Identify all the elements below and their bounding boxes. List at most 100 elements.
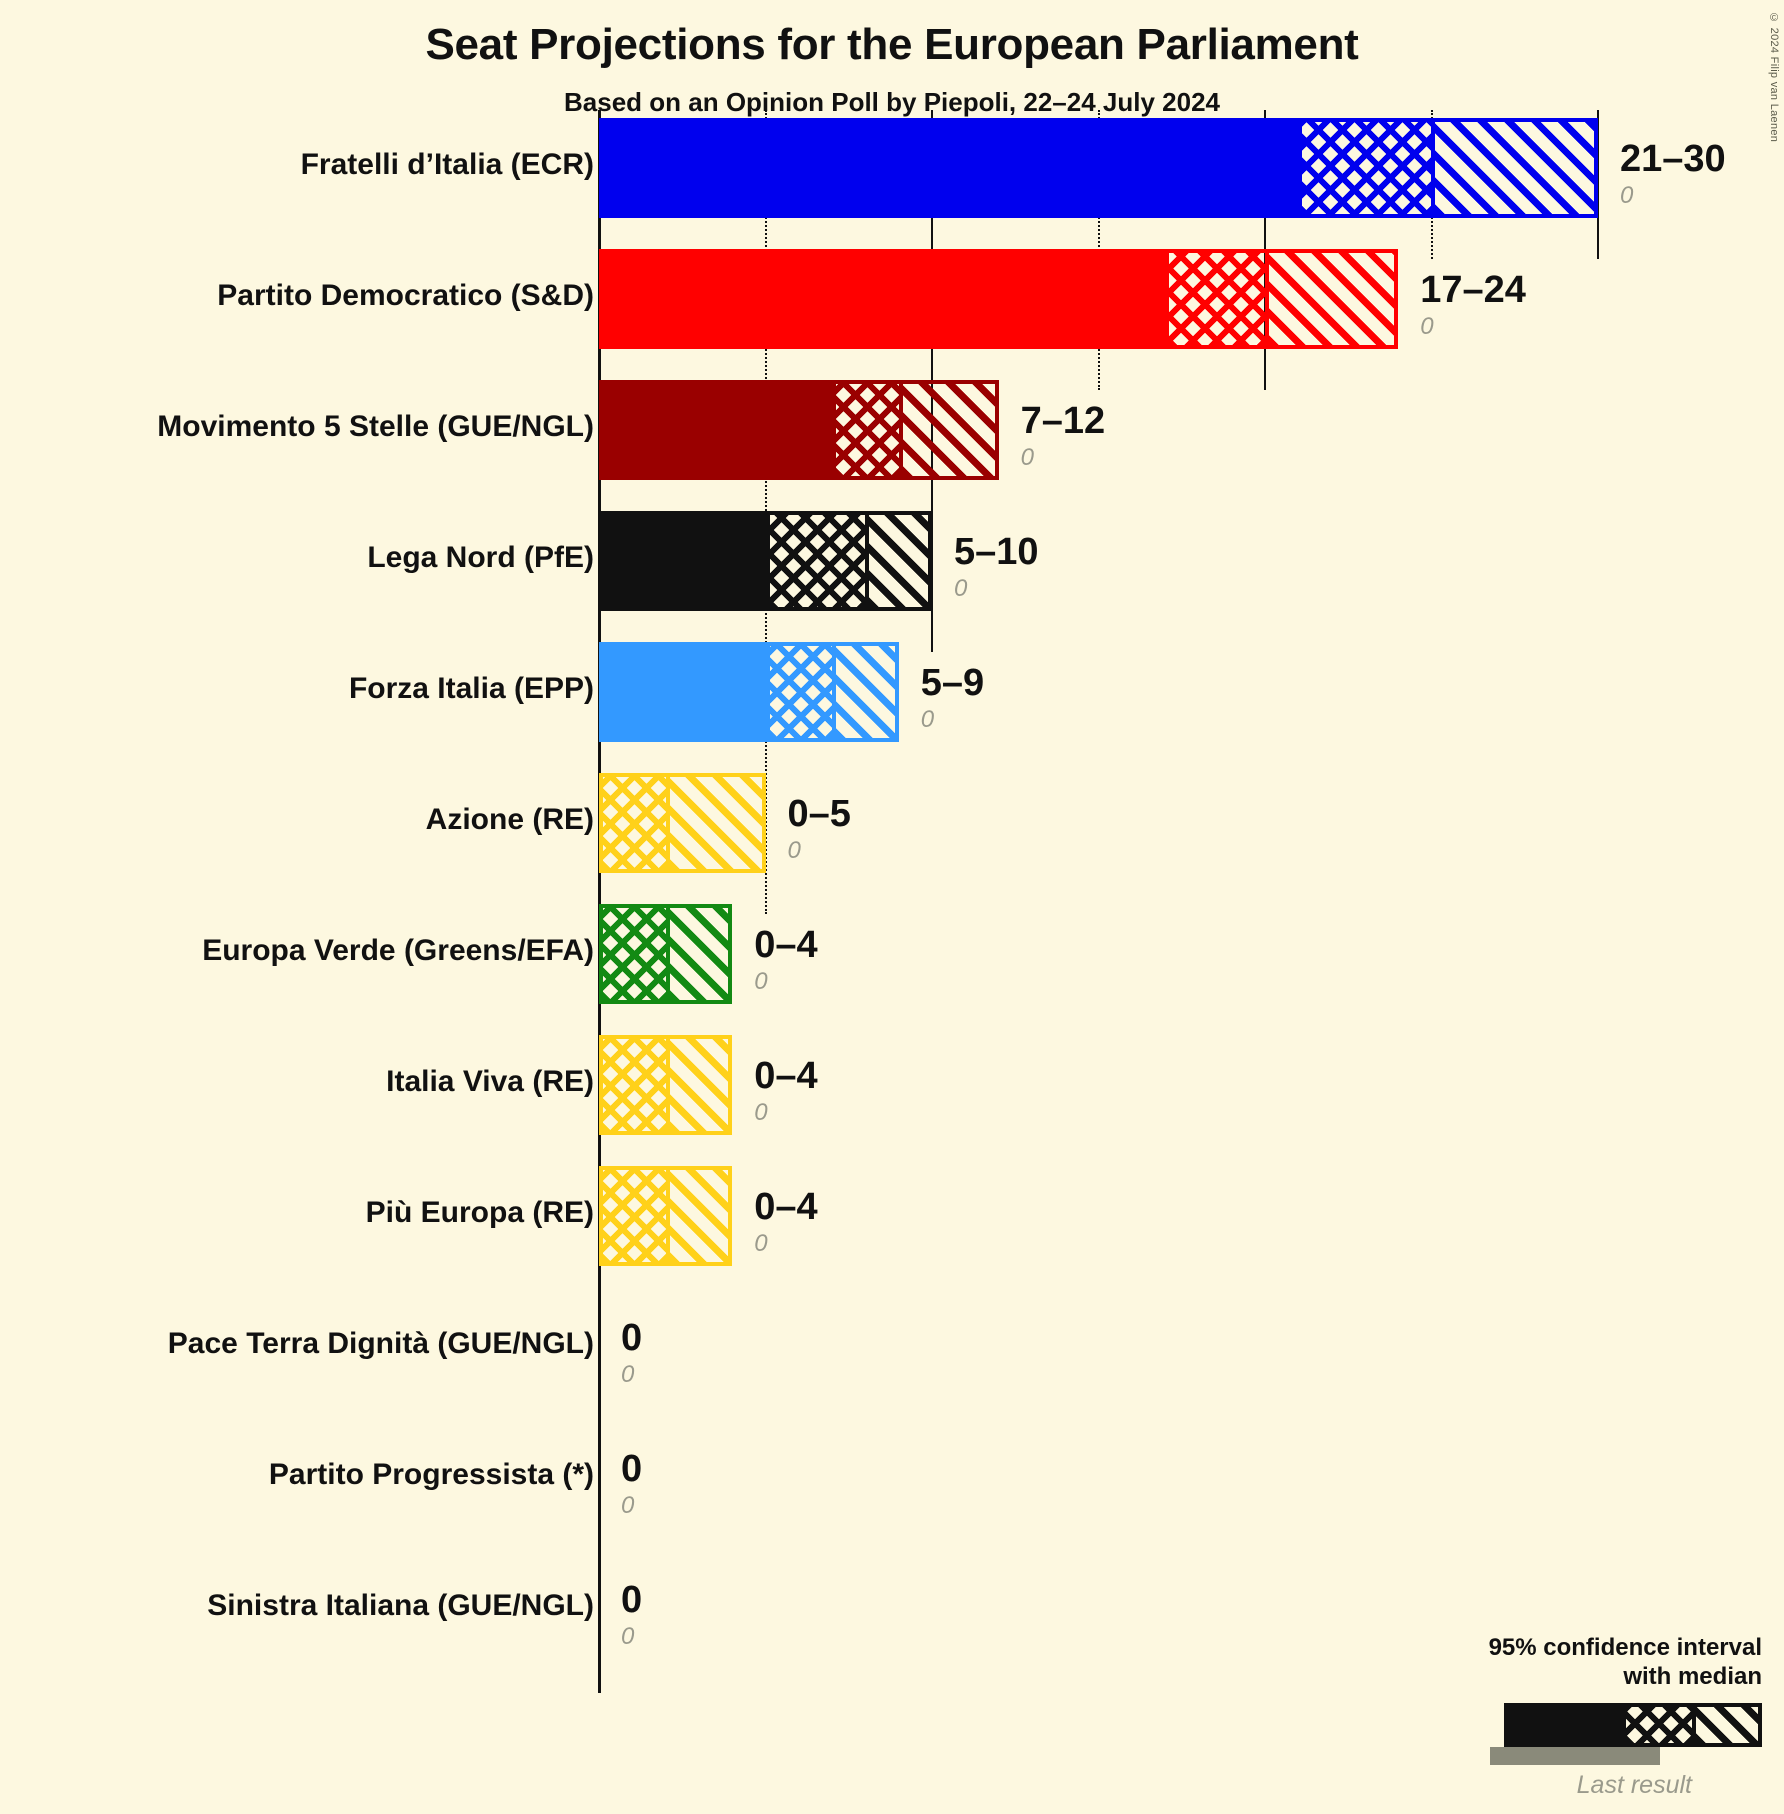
legend-line-1: 95% confidence interval [1488,1634,1762,1662]
chart-row: Europa Verde (Greens/EFA) 0–4 0 [0,904,1784,1004]
party-label: Sinistra Italiana (GUE/NGL) [207,1589,594,1622]
bar-segment-to-median [603,777,670,869]
seat-range-value: 21–30 0 [1620,140,1726,208]
chart-row: Italia Viva (RE) 0–4 0 [0,1035,1784,1135]
seat-range-value: 17–24 0 [1420,271,1526,339]
last-result-value: 0 [621,1492,635,1519]
seat-range-text: 21–30 [1620,138,1726,180]
seat-range-value: 0–4 0 [754,926,817,994]
seat-range-text: 0–5 [787,793,851,835]
last-result-value: 0 [920,706,935,733]
party-label: Pace Terra Dignità (GUE/NGL) [167,1327,594,1360]
gridline-15 [1097,110,1100,390]
confidence-interval-bar[interactable] [599,773,766,873]
chart-row: Più Europa (RE) 0–4 0 [0,1166,1784,1266]
chart-row: Partito Democratico (S&D) 17–24 0 [0,249,1784,349]
seat-range-text: 5–9 [920,662,985,704]
legend-last-result-swatch-wrap [1402,1747,1762,1765]
bar-segment-to-median [603,1039,670,1131]
bar-segment-lower-bound [603,384,837,476]
legend-last-result-label: Last result [1576,1771,1692,1799]
party-label: Azione (RE) [425,803,594,836]
party-label: Italia Viva (RE) [386,1065,594,1098]
bar-segment-upper-bound [669,1170,729,1262]
seat-range-text: 0 [621,1448,643,1490]
bar-segment-upper-bound [669,1039,729,1131]
chart-row: Azione (RE) 0–5 0 [0,773,1784,873]
seat-range-value: 7–12 0 [1021,402,1106,470]
last-result-value: 0 [1620,182,1634,209]
copyright-notice: © 2024 Filip van Laenen [1768,12,1780,143]
gridline-30 [1597,110,1599,259]
seat-range-text: 0–4 [754,924,818,966]
party-label: Più Europa (RE) [365,1196,594,1229]
last-result-value: 0 [621,1361,635,1388]
seat-range-value: 0–5 0 [788,795,851,863]
seat-range-text: 17–24 [1420,269,1526,311]
confidence-interval-bar[interactable] [599,1035,733,1135]
legend-last-result-swatch [1490,1747,1660,1765]
chart-row: Lega Nord (PfE) 5–10 0 [0,511,1784,611]
bar-segment-to-median [603,908,670,1000]
seat-range-text: 0–4 [754,1186,818,1228]
bar-segment-upper-bound [869,515,928,607]
bar-segment-upper-bound [1268,253,1395,345]
last-result-value: 0 [754,1099,768,1126]
bar-segment-to-median [1169,253,1269,345]
seat-range-text: 0–4 [754,1055,818,1097]
chart-row: Movimento 5 Stelle (GUE/NGL) 7–12 0 [0,380,1784,480]
legend-segment-upper-bound [1696,1707,1758,1743]
seat-range-text: 0 [621,1317,643,1359]
gridline-10 [931,110,933,652]
bar-segment-to-median [769,515,870,607]
confidence-interval-bar[interactable] [599,118,1598,218]
chart-subtitle: Based on an Opinion Poll by Piepoli, 22–… [564,87,1220,117]
chart-row: Partito Progressista (*) 0 0 [0,1428,1784,1528]
legend-line-2: with median [1623,1662,1762,1690]
confidence-interval-bar[interactable] [599,511,932,611]
bar-segment-upper-bound [1435,122,1594,214]
last-result-value: 0 [754,968,768,995]
seat-range-text: 7–12 [1020,400,1106,442]
legend-segment-lower-bound [1508,1707,1626,1743]
legend: 95% confidence interval with median Last… [1402,1634,1762,1800]
bar-segment-lower-bound [603,515,770,607]
party-label: Europa Verde (Greens/EFA) [202,934,594,967]
seat-range-value: 0–4 0 [754,1188,817,1256]
last-result-value: 0 [1420,313,1434,340]
confidence-interval-bar[interactable] [599,642,899,742]
confidence-interval-bar[interactable] [599,1166,733,1266]
party-label: Fratelli d’Italia (ECR) [300,148,594,181]
last-result-value: 0 [621,1623,635,1650]
bar-segment-lower-bound [603,122,1303,214]
last-result-value: 0 [787,837,801,864]
page-title: Seat Projections for the European Parlia… [425,20,1359,69]
chart-row: Forza Italia (EPP) 5–9 0 [0,642,1784,742]
party-label: Lega Nord (PfE) [367,541,594,574]
confidence-interval-bar[interactable] [599,380,999,480]
gridline-20 [1264,110,1266,390]
seat-range-text: 0 [621,1579,643,1621]
seat-range-text: 5–10 [954,531,1039,573]
seat-range-value: 5–10 0 [954,533,1039,601]
gridline-0 [598,110,601,1693]
legend-swatch [1504,1703,1762,1747]
bar-segment-to-median [1302,122,1436,214]
last-result-value: 0 [1020,444,1034,471]
bar-segment-to-median [769,646,837,738]
gridline-25 [1430,110,1433,259]
confidence-interval-bar[interactable] [599,249,1399,349]
chart-row: Pace Terra Dignità (GUE/NGL) 0 0 [0,1297,1784,1397]
party-label: Movimento 5 Stelle (GUE/NGL) [157,410,594,443]
bar-segment-to-median [603,1170,670,1262]
bar-segment-lower-bound [603,253,1170,345]
confidence-interval-bar[interactable] [599,904,733,1004]
chart-row: Fratelli d’Italia (ECR) 21–30 0 [0,118,1784,218]
bar-segment-upper-bound [836,646,895,738]
party-label: Partito Progressista (*) [268,1458,594,1491]
